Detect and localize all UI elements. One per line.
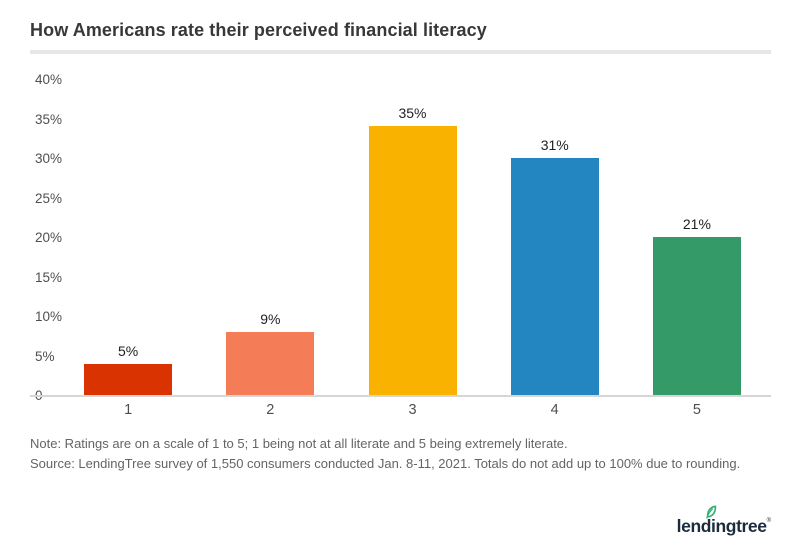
bar-value-label: 5% — [117, 343, 139, 360]
source-text: Source: LendingTree survey of 1,550 cons… — [30, 455, 741, 471]
logo-wordmark: lendingtree — [676, 516, 767, 536]
x-tick-label: 4 — [550, 402, 559, 418]
y-tick-label: 15% — [35, 269, 63, 285]
x-axis-labels: 1 2 3 4 5 — [57, 402, 768, 418]
bar-rating-1 — [84, 364, 173, 396]
bar-group-2: 9% — [199, 78, 341, 396]
title-divider — [30, 50, 771, 54]
bar-rating-2 — [226, 332, 315, 396]
lendingtree-logo: lendingtree® — [676, 505, 771, 537]
note-text: Note: Ratings are on a scale of 1 to 5; … — [30, 436, 568, 451]
bar-value-label: 31% — [540, 136, 569, 153]
x-tick-label: 3 — [408, 402, 417, 418]
bar-rating-3 — [368, 125, 457, 396]
y-tick-label: 35% — [35, 111, 63, 127]
bar-value-label: 21% — [682, 216, 711, 232]
leaf-icon — [705, 505, 716, 519]
bar-value-label: 35% — [398, 104, 427, 121]
bar-rating-5 — [652, 237, 741, 396]
y-tick-label: 30% — [35, 151, 63, 166]
x-tick-label: 1 — [124, 402, 133, 418]
bar-group-3: 35% — [341, 78, 483, 396]
logo-trademark: ® — [766, 518, 771, 524]
x-tick-label: 2 — [266, 402, 275, 418]
y-tick-label: 20% — [35, 230, 63, 245]
y-tick-label: 5% — [35, 348, 55, 364]
y-tick-label: 10% — [35, 309, 63, 324]
bar-group-5: 21% — [626, 78, 768, 396]
bar-group-4: 31% — [484, 78, 626, 396]
plot-area: 5% 9% 35% 31% 21% — [57, 78, 768, 396]
y-tick-label: 25% — [35, 190, 63, 206]
chart-title: How Americans rate their perceived finan… — [30, 20, 487, 40]
bar-group-1: 5% — [57, 78, 199, 396]
x-tick-label: 5 — [692, 402, 701, 418]
y-tick-label: 40% — [35, 72, 63, 87]
bar-rating-4 — [510, 157, 599, 396]
bar-value-label: 9% — [260, 311, 281, 328]
x-axis-line — [30, 395, 771, 397]
footnotes: Note: Ratings are on a scale of 1 to 5; … — [30, 436, 741, 476]
